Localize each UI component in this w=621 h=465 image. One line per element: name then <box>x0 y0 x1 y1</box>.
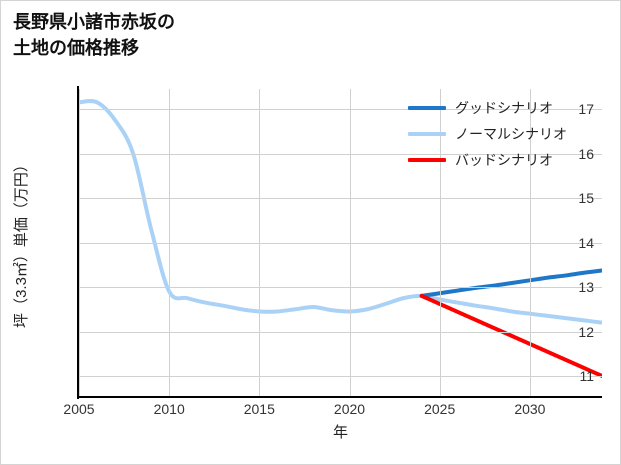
plot-area: 11 12 13 14 15 16 17 2005 2010 2015 2020 2025 2030 <box>63 86 602 417</box>
x-tick-label: 2020 <box>333 401 366 417</box>
gridline-horizontal <box>79 198 602 199</box>
x-tick-label: 2005 <box>63 401 95 417</box>
y-tick-label: 13 <box>578 279 594 295</box>
gridline-horizontal <box>79 331 602 333</box>
legend-item-label: グッドシナリオ <box>455 100 553 116</box>
chart-legend: グッドシナリオ ノーマルシナリオ バッドシナリオ <box>408 95 608 173</box>
plot-frame <box>77 86 602 399</box>
y-tick-label: 12 <box>578 323 594 340</box>
gridline-horizontal <box>79 376 602 377</box>
gridline-horizontal <box>79 287 602 288</box>
x-axis-line <box>77 396 602 398</box>
gridline-horizontal <box>79 153 602 155</box>
legend-item[interactable]: ノーマルシナリオ <box>408 121 608 147</box>
gridline-horizontal <box>79 242 602 244</box>
gridline-horizontal <box>79 109 602 110</box>
legend-item[interactable]: グッドシナリオ <box>408 95 608 121</box>
legend-item-label: ノーマルシナリオ <box>455 126 567 142</box>
gridline-vertical <box>439 89 441 396</box>
gridline-vertical <box>529 89 531 396</box>
gridline-vertical <box>79 89 80 396</box>
gridline-vertical <box>349 89 351 396</box>
series-line <box>79 99 602 325</box>
x-tick-label: 2025 <box>424 401 456 417</box>
series-line <box>419 268 602 298</box>
page-title: 長野県小諸市赤坂の 土地の価格推移 <box>13 12 175 58</box>
y-tick-label: 14 <box>578 234 594 251</box>
series-line <box>419 293 602 378</box>
legend-item[interactable]: バッドシナリオ <box>408 147 608 173</box>
legend-swatch-icon <box>408 132 446 136</box>
x-axis-label: 年 <box>332 424 348 441</box>
y-tick-label: 11 <box>579 368 594 384</box>
y-tick-label: 17 <box>578 101 594 117</box>
gridline-vertical <box>259 89 261 396</box>
x-tick-label: 2015 <box>243 401 275 417</box>
x-tick-label: 2030 <box>514 401 546 417</box>
legend-swatch-icon <box>408 158 446 162</box>
y-tick-label: 16 <box>578 145 594 162</box>
gridline-vertical <box>169 89 171 396</box>
y-tick-label: 15 <box>578 190 594 206</box>
x-tick-label: 2010 <box>153 401 185 417</box>
chart-series-lines <box>79 99 602 378</box>
legend-item-label: バッドシナリオ <box>455 152 553 168</box>
legend-swatch-icon <box>408 106 446 110</box>
y-axis-line <box>77 86 79 399</box>
y-axis-label: 坪（3.3㎡）単価（万円） <box>13 157 30 328</box>
